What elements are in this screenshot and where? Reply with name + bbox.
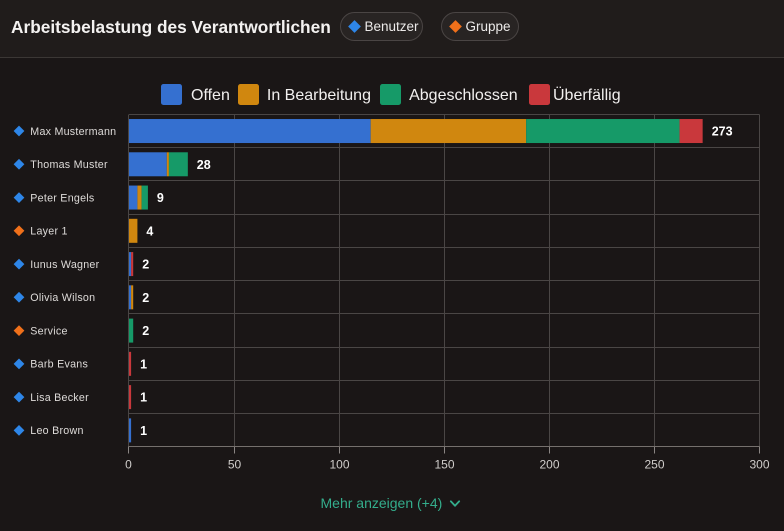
svg-text:273: 273 xyxy=(712,125,733,139)
svg-text:0: 0 xyxy=(125,458,132,472)
svg-text:Olivia Wilson: Olivia Wilson xyxy=(30,292,95,304)
svg-text:1: 1 xyxy=(140,424,147,438)
svg-text:4: 4 xyxy=(146,224,153,238)
svg-text:100: 100 xyxy=(329,458,349,472)
svg-text:150: 150 xyxy=(434,458,454,472)
svg-text:Peter Engels: Peter Engels xyxy=(30,192,94,204)
svg-text:Thomas Muster: Thomas Muster xyxy=(30,159,108,171)
svg-text:Max Mustermann: Max Mustermann xyxy=(30,126,116,138)
svg-text:2: 2 xyxy=(142,291,149,305)
svg-text:250: 250 xyxy=(644,458,664,472)
svg-text:Lisa Becker: Lisa Becker xyxy=(30,392,89,404)
svg-text:Leo Brown: Leo Brown xyxy=(30,425,83,437)
svg-text:2: 2 xyxy=(142,324,149,338)
svg-text:28: 28 xyxy=(197,158,211,172)
svg-text:1: 1 xyxy=(140,391,147,405)
svg-text:Barb Evans: Barb Evans xyxy=(30,359,88,371)
svg-text:Iunus Wagner: Iunus Wagner xyxy=(30,259,99,271)
svg-text:Layer 1: Layer 1 xyxy=(30,226,67,238)
svg-text:200: 200 xyxy=(539,458,559,472)
svg-text:9: 9 xyxy=(157,191,164,205)
svg-text:50: 50 xyxy=(228,458,242,472)
svg-text:300: 300 xyxy=(749,458,769,472)
svg-text:2: 2 xyxy=(142,258,149,272)
svg-text:Service: Service xyxy=(30,325,67,337)
svg-text:1: 1 xyxy=(140,357,147,371)
